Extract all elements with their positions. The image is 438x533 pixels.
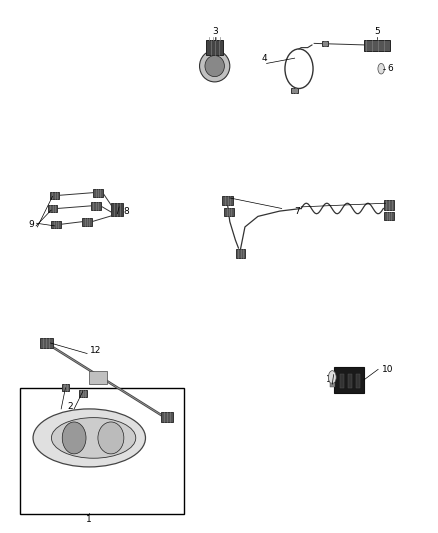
Text: 1: 1 [86,515,92,524]
Bar [222,196,233,205]
Bar [62,384,69,391]
Bar [79,390,87,397]
Bar [20,388,184,514]
Text: 8: 8 [123,207,129,216]
Bar [384,213,394,220]
Text: 12: 12 [90,346,102,356]
Bar [322,41,328,45]
Bar [384,200,394,209]
Bar [364,39,390,51]
Bar [206,40,223,55]
Text: 2: 2 [67,402,73,411]
Ellipse shape [98,422,124,454]
Bar [348,374,352,389]
Ellipse shape [378,63,385,74]
Bar [224,208,234,216]
Ellipse shape [205,55,224,77]
Text: 3: 3 [212,27,218,36]
Bar [48,205,57,212]
Bar [50,192,60,199]
Bar [291,88,298,93]
Ellipse shape [62,422,86,454]
Bar [161,412,173,422]
Ellipse shape [200,50,230,82]
Bar [51,221,61,228]
Ellipse shape [33,409,145,467]
Ellipse shape [328,370,336,384]
Ellipse shape [51,418,136,458]
Text: 6: 6 [387,64,393,73]
Text: 4: 4 [261,54,267,63]
Text: 9: 9 [28,220,34,229]
Bar [330,383,335,387]
Bar [111,203,124,216]
Bar [40,338,53,348]
Text: 5: 5 [374,27,380,36]
Bar [89,370,106,384]
Bar [93,189,102,197]
Bar [82,217,92,225]
Text: 7: 7 [294,207,300,216]
Bar [340,374,344,389]
Bar [91,202,100,210]
Bar [334,367,364,393]
Text: 11: 11 [326,375,337,384]
Bar [356,374,360,389]
Bar [236,248,245,258]
Text: 10: 10 [382,365,393,374]
